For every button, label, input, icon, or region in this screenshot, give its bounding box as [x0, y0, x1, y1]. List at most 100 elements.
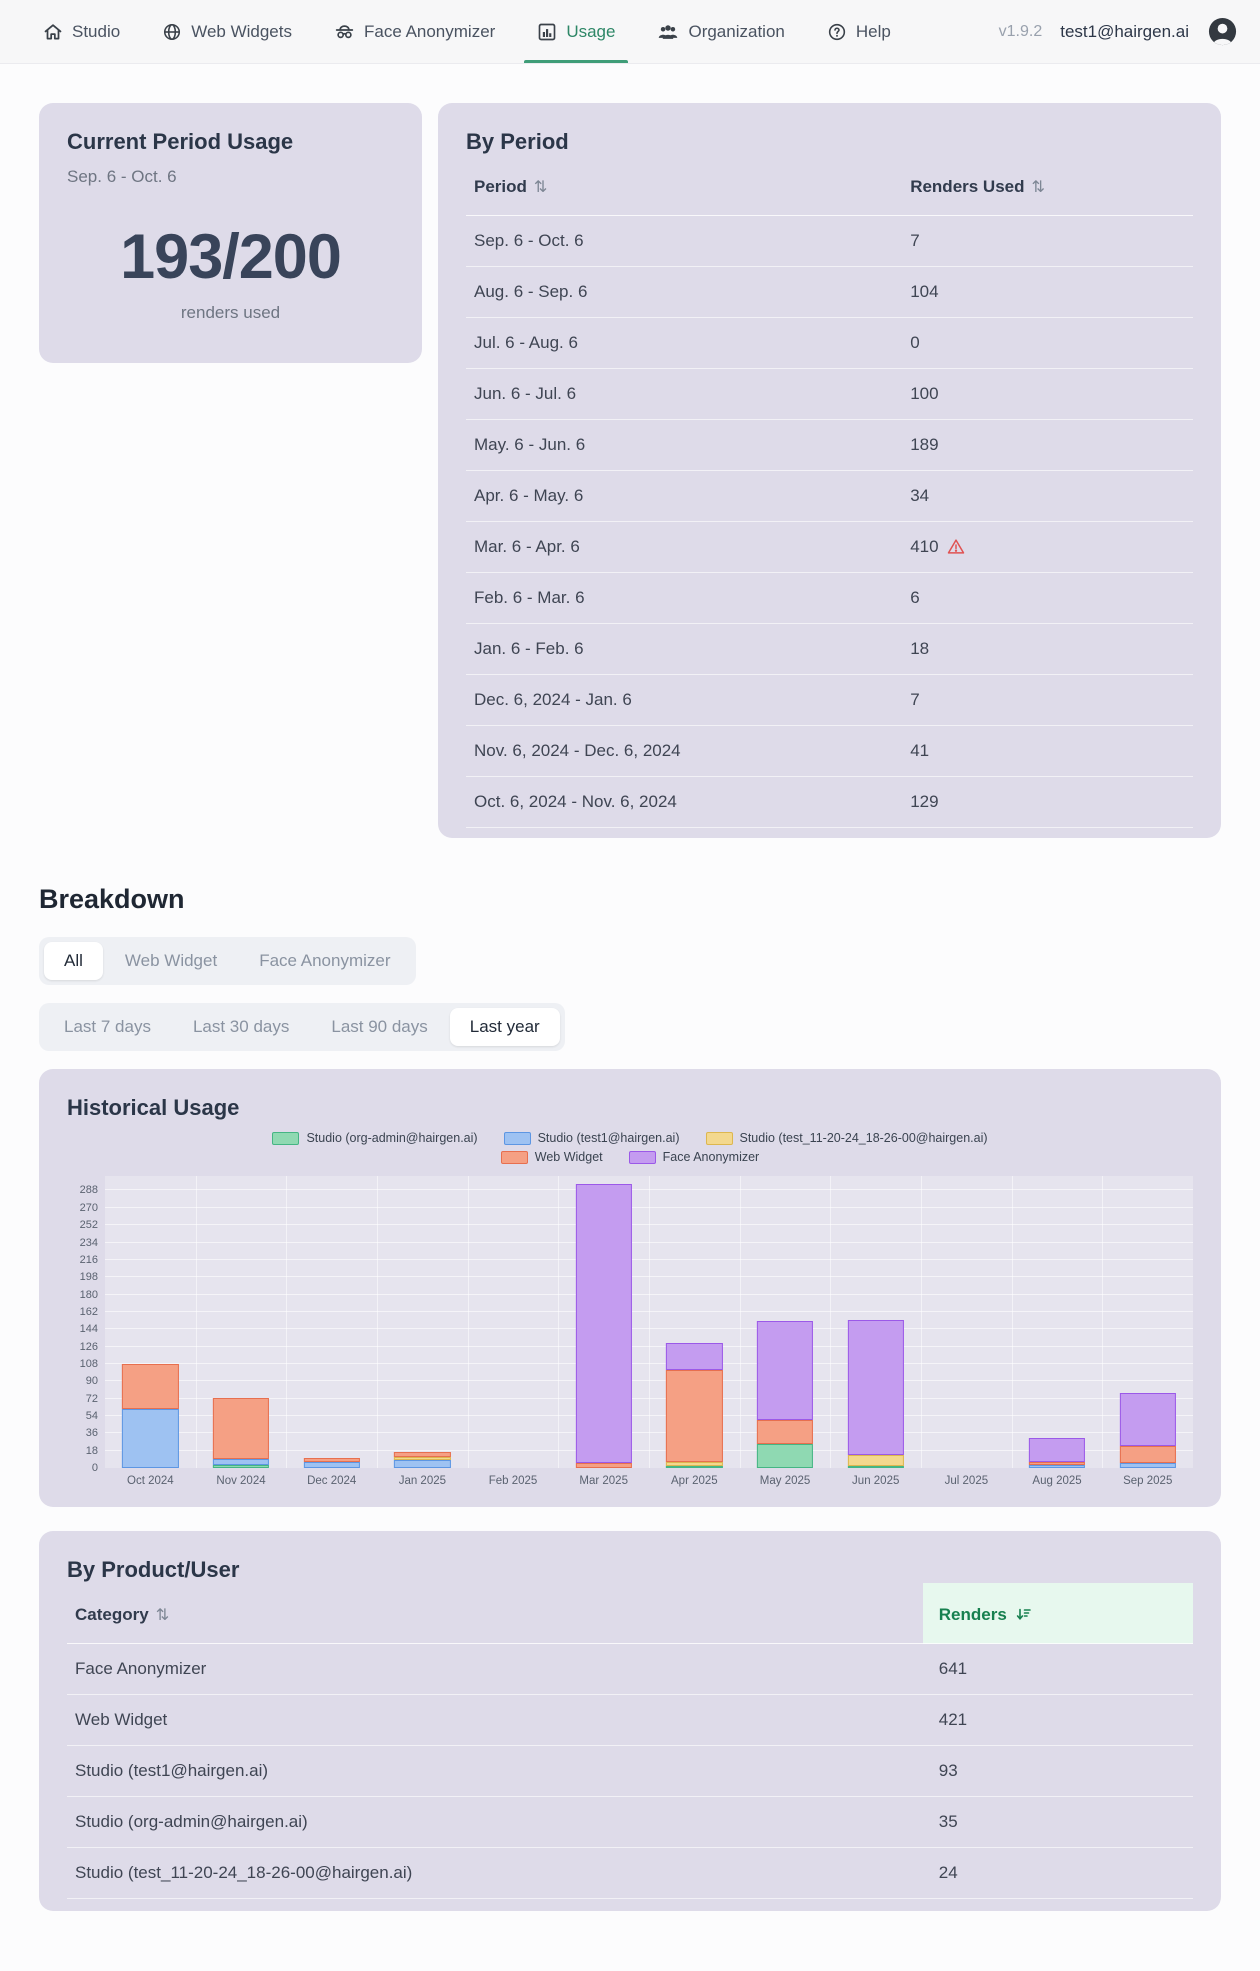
table-row: Jun. 6 - Jul. 6 100	[466, 368, 1193, 420]
current-period-title: Current Period Usage	[67, 129, 294, 154]
renders-cell: 410	[902, 521, 1193, 573]
column-header-period[interactable]: Period ⇅	[466, 155, 903, 216]
column-header-category[interactable]: Category ⇅	[67, 1583, 923, 1644]
nav-item-web-widgets[interactable]: Web Widgets	[141, 0, 313, 63]
range-last-90-days[interactable]: Last 90 days	[331, 1017, 428, 1036]
bar-segment-web-widget	[666, 1369, 723, 1463]
stacked-bar[interactable]	[666, 1176, 723, 1468]
gridline	[1102, 1176, 1104, 1468]
y-tick-label: 234	[79, 1236, 98, 1249]
period-cell: Jun. 6 - Jul. 6	[466, 368, 903, 420]
by-period-table: Period ⇅ Renders Used ⇅ Sep. 6 - Oct. 6 7 Au…	[466, 155, 1193, 828]
period-cell: Apr. 6 - May. 6	[466, 470, 903, 522]
nav-item-face-anonymizer[interactable]: Face Anonymizer	[313, 0, 516, 63]
chart-legend: Studio (org-admin@hairgen.ai) Studio (tes…	[67, 1131, 1193, 1164]
table-row: Oct. 6, 2024 - Nov. 6, 2024 129	[466, 776, 1193, 828]
bar-segment-studio-test-11-20-24-18-26-00-hairgen-ai	[847, 1454, 904, 1467]
table-row: Face Anonymizer 641	[67, 1643, 1193, 1695]
nav-item-label: Web Widgets	[191, 21, 292, 41]
x-tick-label: Dec 2024	[307, 1475, 357, 1487]
sort-both-icon: ⇅	[1031, 177, 1045, 196]
bar-segment-studio-test1-hairgen-ai	[122, 1409, 179, 1468]
tab-all[interactable]: All	[44, 942, 103, 980]
period-cell: Oct. 6, 2024 - Nov. 6, 2024	[466, 776, 903, 828]
stacked-bar[interactable]	[122, 1176, 179, 1468]
column-header-renders[interactable]: Renders	[922, 1583, 1193, 1644]
legend-item[interactable]: Studio (test_11-20-24_18-26-00@hairgen.a…	[705, 1131, 988, 1145]
x-tick-label: Oct 2024	[127, 1475, 174, 1487]
period-cell: Jul. 6 - Aug. 6	[466, 317, 903, 369]
renders-cell: 6	[902, 572, 1193, 624]
range-last-year[interactable]: Last year	[449, 1008, 560, 1046]
x-tick-label: May 2025	[759, 1475, 811, 1487]
stacked-bar[interactable]	[485, 1176, 541, 1468]
bar-segment-face-anonymizer	[847, 1319, 904, 1455]
range-last-30-days[interactable]: Last 30 days	[192, 1017, 290, 1036]
bar-slot-jul-2025	[921, 1176, 1012, 1468]
table-row: Studio (test1@hairgen.ai) 93	[67, 1745, 1193, 1797]
stacked-bar[interactable]	[938, 1176, 994, 1468]
renders-cell: 641	[922, 1643, 1193, 1695]
stacked-bar[interactable]	[1028, 1176, 1086, 1468]
stacked-bar[interactable]	[303, 1176, 360, 1468]
product-tabs: All Web Widget Face Anonymizer	[39, 937, 416, 985]
table-row: Web Widget 421	[67, 1694, 1193, 1746]
stacked-bar[interactable]	[394, 1176, 451, 1468]
by-product-user-card: By Product/User Category ⇅ Renders Face A…	[39, 1531, 1221, 1911]
nav-item-usage[interactable]: Usage	[516, 0, 636, 63]
legend-row: Web Widget Face Anonymizer	[500, 1150, 759, 1164]
bar-segment-studio-test1-hairgen-ai	[1028, 1465, 1086, 1468]
bar-segment-web-widget	[575, 1463, 632, 1468]
y-axis: 0 18 36 54 72 90 108 126 144 162 180 198 216 234 252 27…	[67, 1176, 105, 1474]
avatar[interactable]	[1207, 16, 1238, 47]
nav-item-organization[interactable]: Organization	[636, 0, 805, 63]
help-icon	[827, 22, 847, 42]
bar-segment-face-anonymizer	[666, 1342, 723, 1370]
x-tick-label: Jan 2025	[398, 1475, 447, 1487]
nav-item-help[interactable]: Help	[806, 0, 912, 63]
legend-item[interactable]: Web Widget	[500, 1150, 603, 1164]
legend-swatch	[500, 1150, 528, 1164]
legend-item[interactable]: Face Anonymizer	[628, 1150, 759, 1164]
column-header-renders-used[interactable]: Renders Used ⇅	[902, 155, 1193, 216]
y-tick-label: 126	[79, 1340, 98, 1353]
x-tick-label: Jun 2025	[852, 1475, 900, 1487]
stacked-bar[interactable]	[212, 1176, 270, 1468]
legend-item[interactable]: Studio (org-admin@hairgen.ai)	[272, 1131, 478, 1145]
y-tick-label: 270	[79, 1201, 98, 1214]
column-label: Category	[75, 1605, 149, 1624]
stacked-bar[interactable]	[756, 1176, 814, 1468]
nav-item-studio[interactable]: Studio	[22, 0, 141, 63]
tab-face-anonymizer[interactable]: Face Anonymizer	[259, 951, 391, 970]
renders-cell: 18	[902, 623, 1193, 675]
tab-web-widget[interactable]: Web Widget	[124, 951, 218, 970]
nav-item-label: Help	[855, 21, 891, 41]
bar-slot-feb-2025	[468, 1176, 559, 1468]
y-tick-label: 198	[79, 1271, 98, 1284]
bar-slot-dec-2024	[286, 1176, 377, 1468]
breakdown-title: Breakdown	[39, 884, 185, 914]
x-tick-label: Nov 2024	[216, 1475, 266, 1487]
gridline	[195, 1176, 197, 1468]
legend-item[interactable]: Studio (test1@hairgen.ai)	[503, 1131, 680, 1145]
bar-segment-face-anonymizer	[575, 1183, 632, 1464]
legend-swatch	[705, 1131, 733, 1145]
top-row: Current Period Usage Sep. 6 - Oct. 6 193…	[39, 103, 1221, 838]
range-last-7-days[interactable]: Last 7 days	[64, 1017, 151, 1036]
stacked-bar[interactable]	[847, 1176, 904, 1468]
sort-desc-icon	[1016, 1608, 1031, 1621]
stacked-bar[interactable]	[1119, 1176, 1176, 1468]
bar-segment-studio-org-admin-hairgen-ai	[756, 1443, 814, 1468]
category-cell: Studio (org-admin@hairgen.ai)	[67, 1796, 923, 1848]
nav-item-label: Organization	[688, 21, 785, 41]
stacked-bar[interactable]	[575, 1176, 632, 1468]
bar-segment-web-widget	[1028, 1462, 1086, 1466]
renders-cell: 41	[902, 725, 1193, 777]
bar-segment-studio-test-11-20-24-18-26-00-hairgen-ai	[394, 1457, 451, 1461]
x-tick-label: Aug 2025	[1032, 1475, 1082, 1487]
bar-segment-studio-org-admin-hairgen-ai	[666, 1466, 723, 1468]
bar-segment-face-anonymizer	[756, 1320, 814, 1420]
